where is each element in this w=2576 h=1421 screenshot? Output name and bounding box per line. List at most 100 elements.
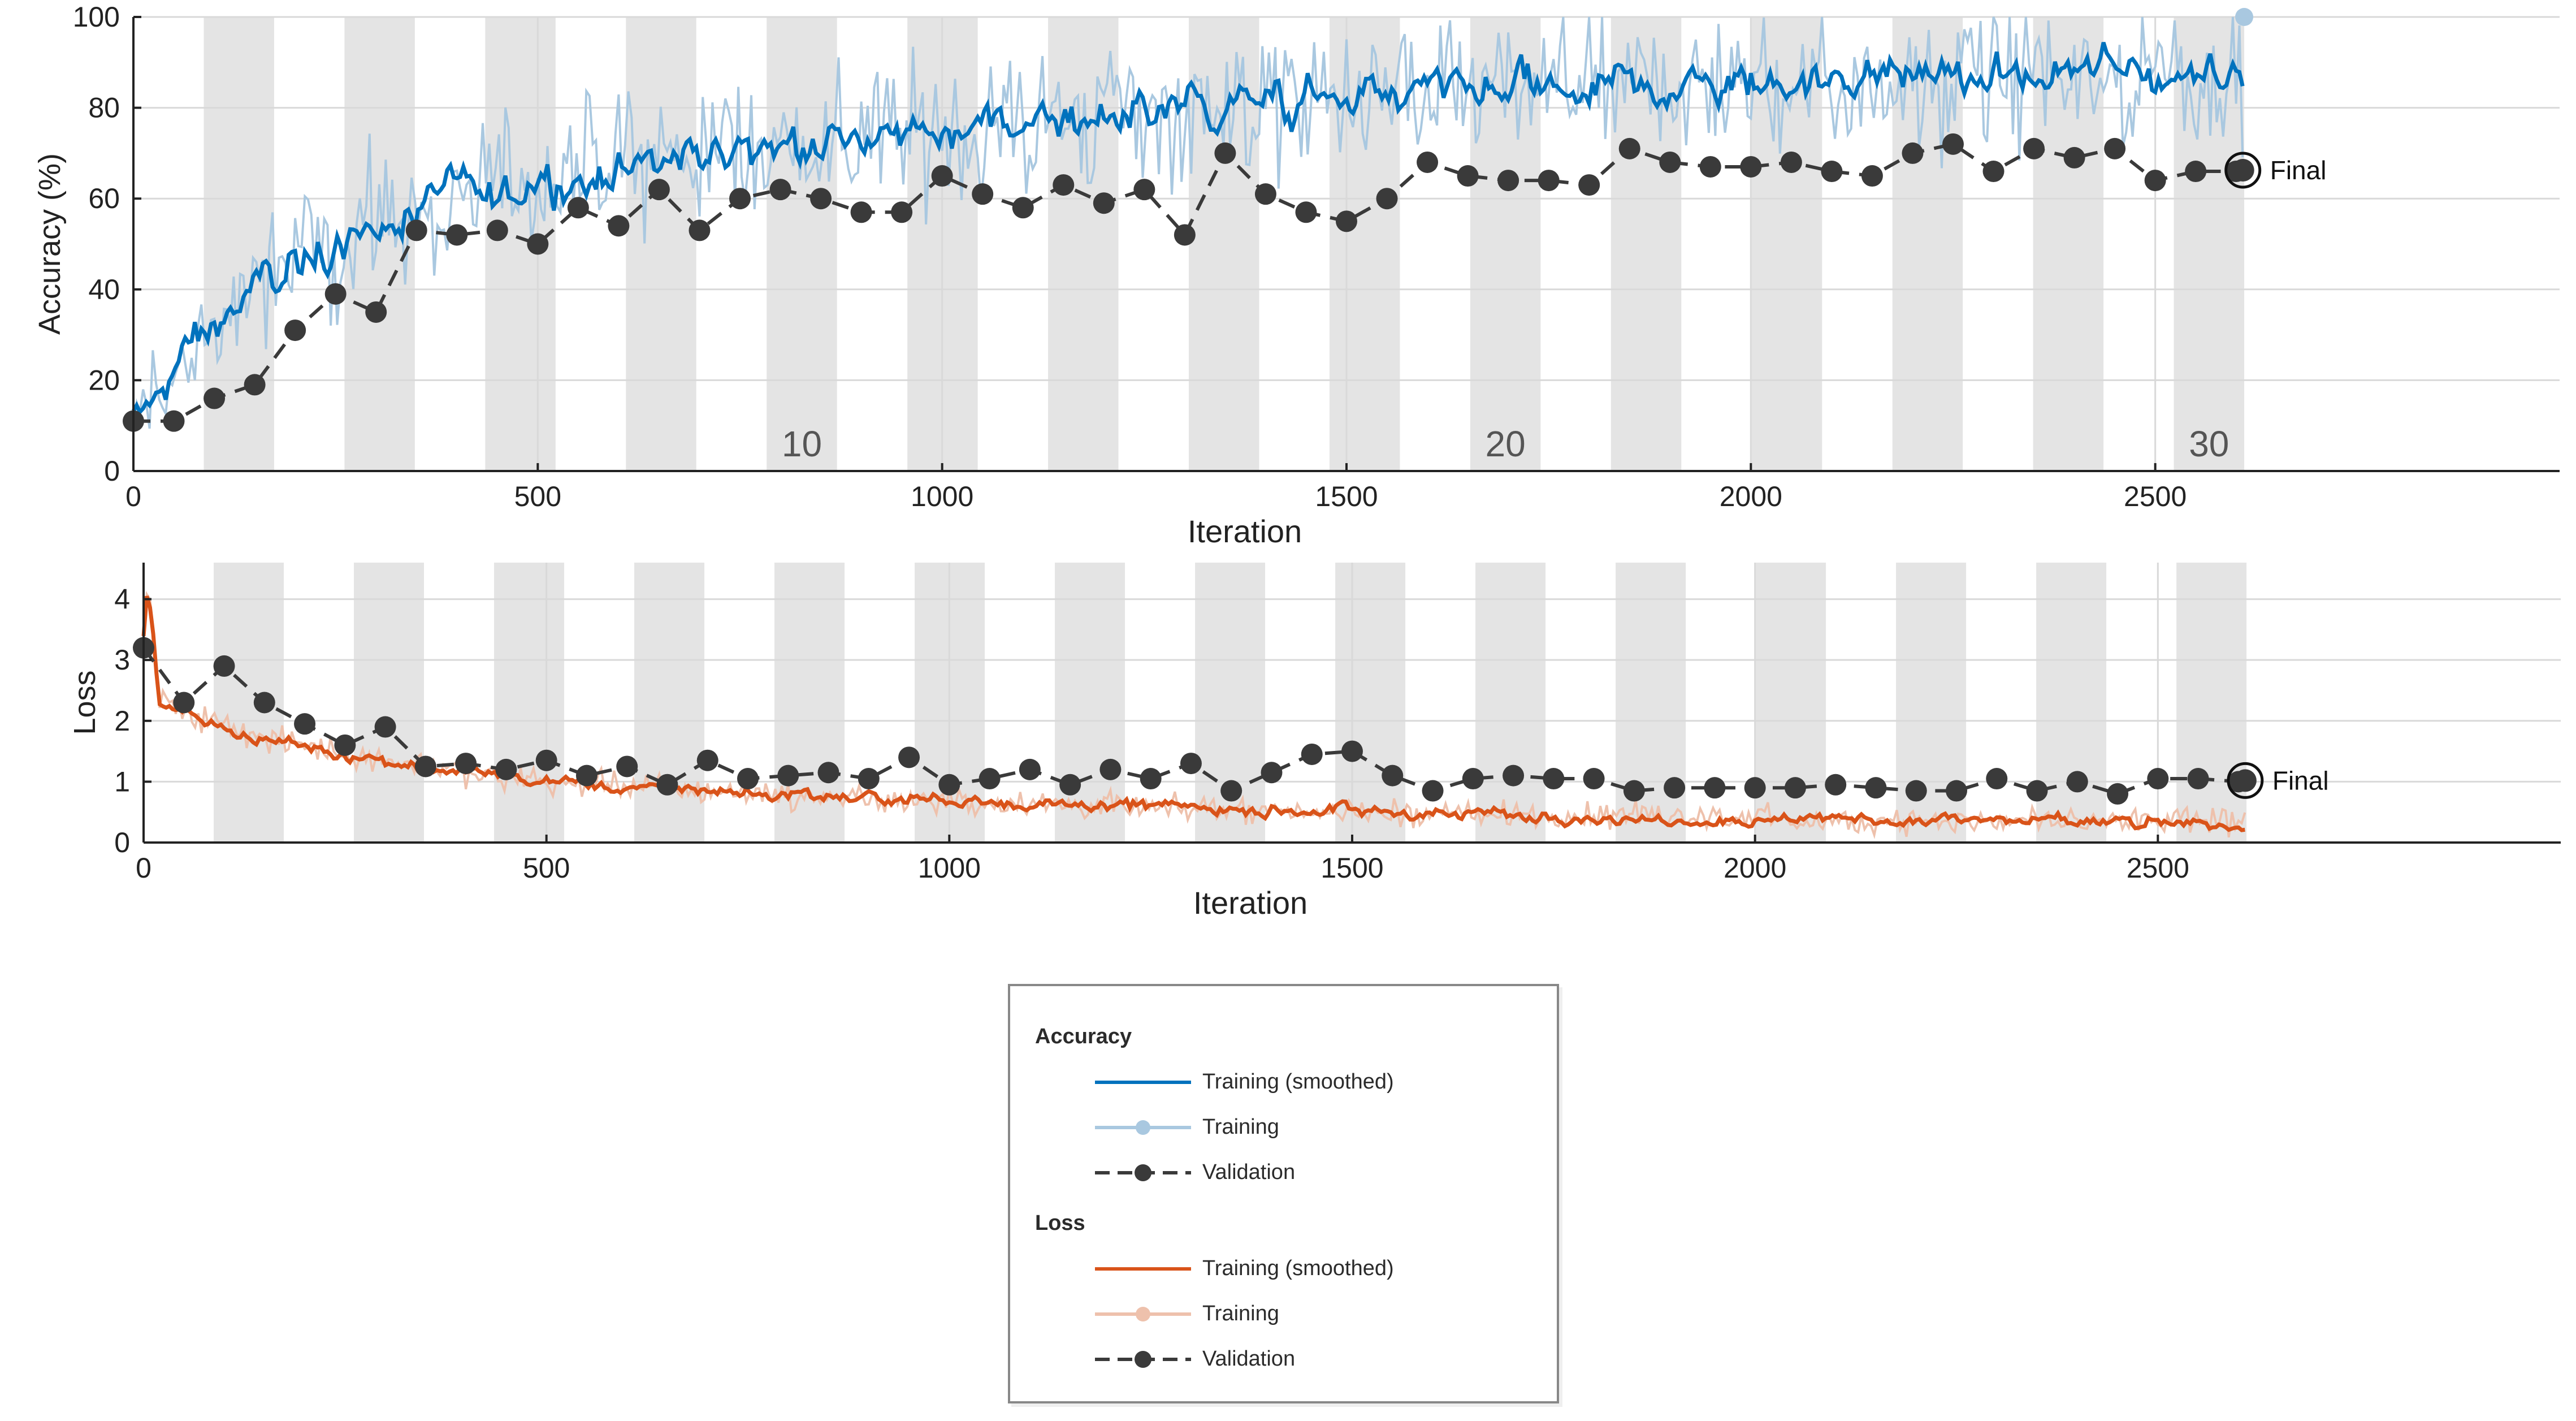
legend-item-accuracy-raw: Training (1092, 1111, 1533, 1144)
validation-point (2147, 768, 2169, 790)
validation-point (455, 753, 477, 775)
x-tick-label: 1000 (911, 481, 973, 512)
x-tick-label: 500 (523, 852, 570, 884)
legend-loss-heading: Loss (1035, 1211, 1085, 1235)
validation-point (1457, 165, 1479, 187)
legend-item-loss-smoothed: Training (smoothed) (1092, 1252, 1533, 1286)
y-tick-label: 40 (88, 274, 120, 305)
x-tick-label: 1000 (918, 852, 981, 884)
loss-x-tick-labels: 0 500 1000 1500 2000 2500 (136, 835, 2189, 884)
validation-point (1618, 137, 1640, 159)
loss-training-smoothed-line (141, 595, 2245, 832)
epoch-band (494, 563, 565, 843)
validation-point (1865, 777, 1887, 799)
legend-swatch-loss-smoothed (1095, 1267, 1191, 1271)
validation-point (2063, 146, 2085, 169)
validation-point (2023, 137, 2045, 159)
epoch-band (1756, 563, 1826, 843)
legend-label: Training (smoothed) (1202, 1070, 1394, 1094)
legend: Accuracy Training (smoothed) Training Va… (1008, 984, 1559, 1403)
validation-point (1012, 197, 1034, 219)
validation-point (696, 749, 718, 771)
validation-point (1861, 165, 1883, 187)
epoch-band (774, 563, 845, 843)
validation-point (858, 768, 880, 790)
x-tick-label: 1500 (1315, 481, 1378, 512)
validation-point (244, 374, 266, 396)
y-tick-label: 0 (104, 455, 120, 487)
validation-point (1740, 156, 1762, 178)
validation-point (405, 219, 427, 241)
epoch-band (634, 563, 705, 843)
validation-point (1780, 151, 1802, 173)
validation-point (1336, 210, 1357, 232)
validation-point (204, 387, 226, 409)
loss-final-dot (2233, 769, 2257, 792)
validation-point (575, 765, 598, 787)
validation-point (495, 758, 517, 780)
legend-label: Training (1202, 1115, 1279, 1139)
x-tick-label: 0 (136, 852, 151, 884)
validation-point (1019, 758, 1041, 780)
validation-point (898, 746, 920, 768)
validation-point (891, 201, 913, 223)
legend-item-accuracy-smoothed: Training (smoothed) (1092, 1065, 1533, 1099)
validation-point (1180, 753, 1202, 775)
validation-point (1099, 758, 1122, 780)
epoch-band (767, 17, 837, 471)
epoch-band (354, 563, 425, 843)
validation-point (294, 713, 316, 735)
validation-point (1133, 179, 1155, 201)
validation-point (2066, 771, 2088, 793)
legend-label: Training (smoothed) (1202, 1256, 1394, 1280)
accuracy-x-tick-labels: 0 500 1000 1500 2000 2500 (125, 463, 2187, 512)
x-tick-label: 1500 (1321, 852, 1383, 884)
y-tick-label: 80 (88, 92, 120, 124)
validation-point (1140, 768, 1162, 790)
validation-point (689, 219, 711, 241)
validation-point (1214, 142, 1236, 164)
validation-point (1704, 777, 1726, 799)
y-tick-label: 60 (88, 183, 120, 214)
epoch-band (1189, 17, 1259, 471)
validation-point (1986, 768, 2008, 790)
accuracy-y-axis-label: Accuracy (%) (33, 153, 67, 335)
validation-point (1382, 765, 1404, 787)
loss-plot: Final 0 500 1000 1500 2000 2500 0 1 2 3 4 Iterati… (68, 563, 2561, 921)
accuracy-validation-line (133, 142, 2236, 423)
accuracy-epoch-labels: 10 20 30 (782, 424, 2229, 464)
validation-point (1583, 768, 1605, 790)
validation-point (1538, 170, 1560, 192)
y-tick-label: 100 (73, 1, 120, 33)
validation-point (1417, 151, 1439, 173)
validation-point (729, 188, 751, 210)
validation-point (213, 655, 235, 677)
validation-point (1295, 201, 1317, 223)
validation-point (1220, 780, 1242, 802)
x-tick-label: 2500 (2127, 852, 2189, 884)
validation-point (1946, 780, 1967, 802)
y-tick-label: 0 (114, 827, 130, 858)
validation-point (1462, 768, 1484, 790)
validation-point (1543, 768, 1565, 790)
legend-label: Training (1202, 1302, 1279, 1325)
validation-point (2185, 161, 2207, 183)
legend-swatch-accuracy-smoothed (1095, 1081, 1191, 1084)
legend-swatch-loss-raw (1095, 1307, 1191, 1321)
x-tick-label: 2000 (1724, 852, 1786, 884)
validation-point (1254, 183, 1276, 205)
legend-swatch-loss-validation (1095, 1351, 1191, 1368)
validation-point (253, 692, 275, 714)
accuracy-validation-points (123, 133, 2247, 432)
x-tick-label: 0 (125, 481, 141, 512)
epoch-band (1616, 563, 1686, 843)
epoch-band (626, 17, 696, 471)
validation-point (938, 774, 960, 796)
validation-point (1503, 765, 1525, 787)
validation-point (1422, 780, 1444, 802)
validation-point (2144, 170, 2166, 192)
legend-label: Validation (1202, 1160, 1296, 1184)
validation-point (365, 301, 387, 323)
validation-point (972, 183, 994, 205)
validation-point (486, 219, 508, 241)
